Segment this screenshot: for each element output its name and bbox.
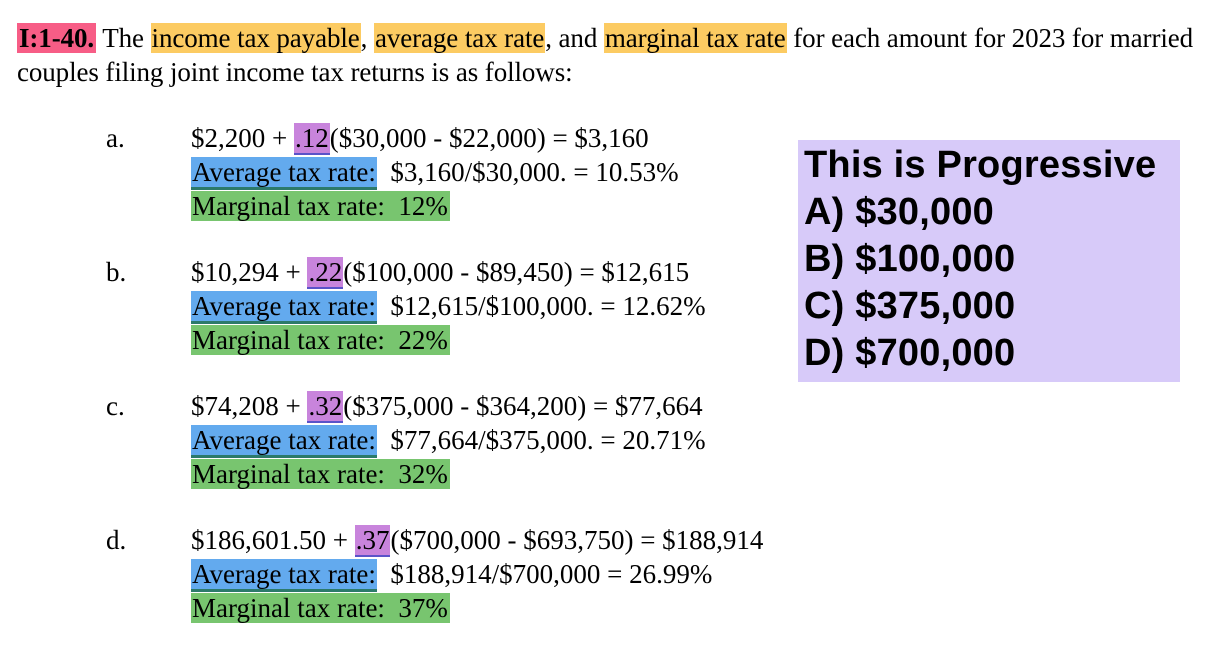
average-tax-rate-label: Average tax rate: — [191, 425, 377, 458]
tax-formula: $186,601.50 + .37($700,000 - $693,750) =… — [191, 523, 763, 557]
marginal-tax-rate: Marginal tax rate: 32% — [191, 459, 450, 489]
item-letter: d. — [106, 525, 127, 555]
tax-formula: $74,208 + .32($375,000 - $364,200) = $77… — [191, 389, 706, 423]
intro-text: for each amount for 2023 for married cou… — [17, 23, 1194, 87]
marginal-tax-rate-line: Marginal tax rate: 37% — [191, 591, 763, 625]
intro-text: The — [96, 23, 151, 53]
key-term-average-tax-rate: average tax rate — [373, 23, 546, 53]
rate-highlight: .22 — [307, 257, 344, 289]
callout-option-d: D) $700,000 — [804, 332, 1016, 374]
average-tax-rate-label: Average tax rate: — [191, 559, 377, 592]
item-body: $10,294 + .22($100,000 - $89,450) = $12,… — [191, 255, 706, 357]
rate-highlight: .12 — [293, 123, 330, 155]
marginal-tax-rate: Marginal tax rate: 37% — [191, 593, 450, 623]
base-tax: $2,200 + — [191, 123, 294, 153]
intro-paragraph: I:1-40. The income tax payable, average … — [17, 21, 1197, 89]
callout-title: This is Progressive — [804, 144, 1157, 186]
item-body: $2,200 + .12($30,000 - $22,000) = $3,160… — [191, 121, 679, 223]
average-tax-rate-line: Average tax rate: $188,914/$700,000 = 26… — [191, 557, 763, 592]
callout-option-b: B) $100,000 — [804, 238, 1016, 280]
average-tax-rate-line: Average tax rate: $77,664/$375,000. = 20… — [191, 423, 706, 458]
average-tax-rate-label: Average tax rate: — [191, 291, 377, 324]
callout-option-a: A) $30,000 — [804, 191, 995, 233]
item-body: $186,601.50 + .37($700,000 - $693,750) =… — [191, 523, 763, 625]
formula-rest: ($700,000 - $693,750) = $188,914 — [390, 525, 764, 555]
item-letter: a. — [106, 123, 125, 153]
base-tax: $74,208 + — [191, 391, 308, 421]
average-tax-rate-label: Average tax rate: — [191, 157, 377, 190]
average-tax-rate-line: Average tax rate: $12,615/$100,000. = 12… — [191, 289, 706, 324]
key-term-marginal-tax-rate: marginal tax rate — [603, 23, 787, 53]
base-tax: $10,294 + — [191, 257, 308, 287]
tax-formula: $2,200 + .12($30,000 - $22,000) = $3,160 — [191, 121, 679, 155]
formula-rest: ($100,000 - $89,450) = $12,615 — [343, 257, 690, 287]
rate-highlight: .37 — [354, 525, 391, 557]
item-body: $74,208 + .32($375,000 - $364,200) = $77… — [191, 389, 706, 491]
marginal-tax-rate: Marginal tax rate: 22% — [191, 325, 450, 355]
marginal-tax-rate-line: Marginal tax rate: 32% — [191, 457, 706, 491]
marginal-tax-rate-line: Marginal tax rate: 22% — [191, 323, 706, 357]
average-tax-rate-value: $188,914/$700,000 = 26.99% — [376, 559, 713, 589]
marginal-tax-rate: Marginal tax rate: 12% — [191, 191, 450, 221]
formula-rest: ($30,000 - $22,000) = $3,160 — [329, 123, 649, 153]
tax-formula: $10,294 + .22($100,000 - $89,450) = $12,… — [191, 255, 706, 289]
average-tax-rate-value: $77,664/$375,000. = 20.71% — [376, 425, 706, 455]
progressive-callout-box: This is Progressive A) $30,000 B) $100,0… — [798, 140, 1180, 382]
average-tax-rate-value: $12,615/$100,000. = 12.62% — [376, 291, 706, 321]
intro-text: , and — [545, 23, 604, 53]
base-tax: $186,601.50 + — [191, 525, 355, 555]
key-term-income-tax-payable: income tax payable — [150, 23, 361, 53]
marginal-tax-rate-line: Marginal tax rate: 12% — [191, 189, 679, 223]
average-tax-rate-value: $3,160/$30,000. = 10.53% — [376, 157, 679, 187]
item-letter: c. — [106, 391, 125, 421]
callout-option-c: C) $375,000 — [804, 285, 1016, 327]
formula-rest: ($375,000 - $364,200) = $77,664 — [343, 391, 703, 421]
rate-highlight: .32 — [307, 391, 344, 423]
problem-label: I:1-40. — [17, 23, 97, 53]
average-tax-rate-line: Average tax rate: $3,160/$30,000. = 10.5… — [191, 155, 679, 190]
item-letter: b. — [106, 257, 127, 287]
intro-text: , — [360, 23, 374, 53]
